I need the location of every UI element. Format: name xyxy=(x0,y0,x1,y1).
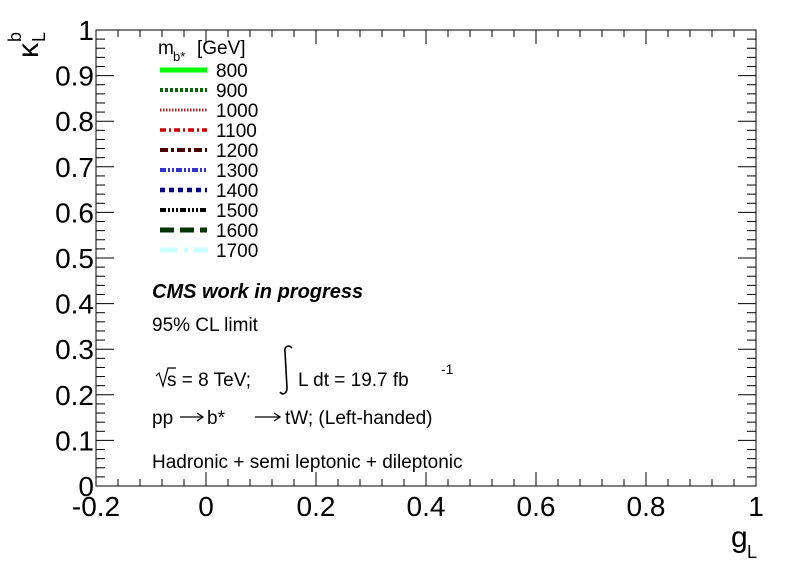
axis-ticks xyxy=(95,29,757,487)
process-intermediate: b* xyxy=(207,408,226,429)
legend-label: 1300 xyxy=(216,161,258,182)
plot-frame xyxy=(95,29,757,487)
legend-label: 1400 xyxy=(216,181,258,202)
process-initial: pp xyxy=(152,408,173,429)
legend-label: 1100 xyxy=(216,121,257,142)
integral-sign xyxy=(279,345,293,395)
process-line: pp b* tW; (Left-handed) xyxy=(152,408,433,429)
x-tick-label: 0.8 xyxy=(627,491,666,522)
legend-label: 1200 xyxy=(216,141,258,162)
x-tick-label: 0.4 xyxy=(407,491,446,522)
y-tick-label: 0.9 xyxy=(55,61,94,92)
x-tick-label: 0.6 xyxy=(517,491,556,522)
y-tick-label: 0.3 xyxy=(55,334,94,365)
y-tick-label: 0.8 xyxy=(55,106,94,137)
y-axis-title-sub: L xyxy=(29,32,49,42)
x-tick-label: 1 xyxy=(748,491,764,522)
y-axis-title-sup: b xyxy=(5,32,25,42)
y-tick-label: 0.6 xyxy=(55,197,94,228)
x-tick-label: 0.2 xyxy=(297,491,336,522)
x-tick-label: -0.2 xyxy=(72,491,120,522)
legend-label: 900 xyxy=(216,81,248,102)
lumi-exponent: -1 xyxy=(441,361,454,377)
legend-title-unit: [GeV] xyxy=(197,38,246,59)
y-axis-title-main: κ xyxy=(12,42,45,58)
y-tick-label: 0.2 xyxy=(55,380,94,411)
sqrt-s-label: s = 8 TeV; xyxy=(167,370,251,391)
lumi-label: L dt = 19.7 fb xyxy=(298,370,409,391)
legend-label: 1600 xyxy=(216,221,258,242)
legend-title-sub: b* xyxy=(173,49,185,64)
y-tick-label: 0.4 xyxy=(55,289,94,320)
legend-label: 1700 xyxy=(216,241,258,262)
experiment-label: CMS work in progress xyxy=(152,281,363,303)
y-tick-label: 0.5 xyxy=(55,243,94,274)
y-tick-labels: 0 0.1 0.2 0.3 0.4 0.5 0.6 0.7 0.8 0.9 1 xyxy=(55,15,94,502)
arrow-icon xyxy=(180,412,205,422)
x-axis-title: g L xyxy=(731,521,757,562)
cl-limit-label: 95% CL limit xyxy=(152,315,259,336)
y-tick-label: 1 xyxy=(78,15,94,46)
sqrt-sign xyxy=(155,367,176,389)
y-tick-label: 0.1 xyxy=(55,425,94,456)
x-tick-labels: -0.2 0 0.2 0.4 0.6 0.8 1 xyxy=(72,491,764,522)
x-axis-title-main: g xyxy=(731,521,748,554)
energy-lumi-line: s = 8 TeV; L dt = 19.7 fb -1 xyxy=(155,345,454,395)
legend-label: 800 xyxy=(216,61,248,82)
y-tick-label: 0.7 xyxy=(55,152,94,183)
x-tick-label: 0 xyxy=(198,491,214,522)
legend-label: 1000 xyxy=(216,101,258,122)
y-axis-title: κ b L xyxy=(5,32,49,58)
annotations: CMS work in progress 95% CL limit s = 8 … xyxy=(152,281,463,473)
legend: m b* [GeV] 80090010001100120013001400150… xyxy=(158,38,258,262)
y-tick-label: 0 xyxy=(78,471,94,502)
legend-title-main: m xyxy=(158,38,174,59)
x-axis-title-sub: L xyxy=(747,542,757,562)
arrow-icon xyxy=(255,412,282,422)
legend-label: 1500 xyxy=(216,201,258,222)
process-final: tW; (Left-handed) xyxy=(285,408,433,429)
channels-label: Hadronic + semi leptonic + dileptonic xyxy=(152,452,463,473)
